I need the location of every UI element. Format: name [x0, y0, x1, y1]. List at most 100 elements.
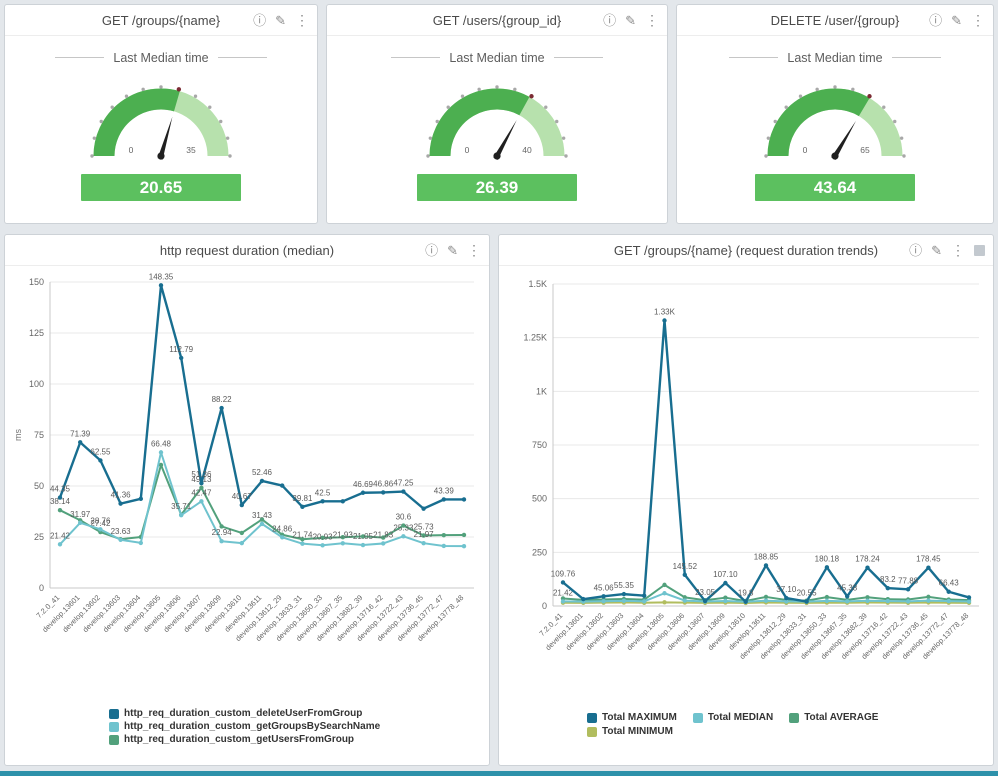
- legend-label: http_req_duration_custom_getUsersFromGro…: [124, 734, 355, 745]
- gauge-caption-label: Last Median time: [778, 51, 892, 65]
- gauge-caption: Last Median time: [55, 49, 267, 65]
- line-chart[interactable]: 0255075100125150ms7.2.0_41develop.13601d…: [10, 266, 484, 708]
- svg-text:43.39: 43.39: [434, 486, 455, 495]
- svg-text:250: 250: [532, 547, 547, 557]
- legend-item[interactable]: http_req_duration_custom_getUsersFromGro…: [109, 734, 489, 745]
- panel-title: GET /groups/{name}: [101, 12, 221, 28]
- svg-text:39.81: 39.81: [292, 494, 313, 503]
- svg-text:42.47: 42.47: [191, 488, 212, 497]
- legend-label: Total MEDIAN: [707, 712, 774, 723]
- svg-text:500: 500: [532, 494, 547, 504]
- legend-swatch: [789, 712, 800, 723]
- panel-gauge-delete-user: DELETE /user/{group} ⓘ ✎ ⋮ Last Median t…: [676, 4, 994, 224]
- gauge-caption-label: Last Median time: [104, 51, 218, 65]
- svg-text:178.45: 178.45: [916, 555, 941, 564]
- svg-text:100: 100: [29, 379, 44, 389]
- svg-text:52.46: 52.46: [252, 468, 273, 477]
- panel-header: http request duration (median) ⓘ ✎ ⋮: [5, 235, 489, 266]
- svg-text:148.35: 148.35: [149, 272, 174, 281]
- gauge-body: Last Median time 0 35 20.65: [5, 36, 317, 201]
- panel-corner-widget[interactable]: [974, 244, 985, 256]
- legend-item[interactable]: Total AVERAGE: [789, 712, 878, 723]
- svg-text:28.76: 28.76: [90, 516, 111, 525]
- info-icon[interactable]: ⓘ: [909, 242, 923, 258]
- legend-swatch: [109, 708, 119, 719]
- kebab-menu-icon[interactable]: ⋮: [295, 12, 309, 28]
- legend-swatch: [109, 734, 119, 745]
- svg-text:71.39: 71.39: [70, 429, 91, 438]
- svg-text:150: 150: [29, 277, 44, 287]
- svg-text:46.69: 46.69: [353, 480, 374, 489]
- svg-text:37.10: 37.10: [776, 585, 797, 594]
- edit-icon[interactable]: ✎: [275, 12, 286, 28]
- svg-text:21.05: 21.05: [353, 532, 374, 541]
- svg-text:188.85: 188.85: [754, 552, 779, 561]
- gauge-chart: 0 35: [90, 85, 232, 160]
- svg-text:0: 0: [465, 145, 470, 155]
- panel-header: GET /users/{group_id} ⓘ ✎ ⋮: [327, 5, 667, 36]
- edit-icon[interactable]: ✎: [447, 242, 458, 258]
- svg-text:51.36: 51.36: [191, 470, 212, 479]
- edit-icon[interactable]: ✎: [625, 12, 636, 28]
- svg-text:42.5: 42.5: [315, 488, 331, 497]
- svg-text:21.83: 21.83: [373, 530, 394, 539]
- gauge-body: Last Median time 0 40 26.39: [327, 36, 667, 201]
- panel-chart-duration-trends: GET /groups/{name} (request duration tre…: [498, 234, 994, 766]
- svg-text:41.36: 41.36: [111, 491, 132, 500]
- svg-text:31.43: 31.43: [252, 511, 273, 520]
- legend-item[interactable]: Total MEDIAN: [692, 712, 774, 723]
- svg-text:55.35: 55.35: [614, 581, 635, 590]
- svg-text:62.55: 62.55: [90, 447, 111, 456]
- panel-header-icons: ⓘ ✎ ⋮: [425, 235, 481, 265]
- gauge-value: 20.65: [81, 174, 241, 201]
- kebab-menu-icon[interactable]: ⋮: [467, 242, 481, 258]
- svg-text:1.33K: 1.33K: [654, 307, 676, 316]
- legend-label: Total MINIMUM: [602, 726, 673, 737]
- legend-label: http_req_duration_custom_getGroupsBySear…: [124, 721, 381, 732]
- svg-text:145.52: 145.52: [673, 562, 698, 571]
- svg-text:1.5K: 1.5K: [528, 279, 547, 289]
- svg-text:21.42: 21.42: [553, 588, 574, 597]
- chart-body: 0 250 500 750 1K 1.25K 1.5K 7.2.0_41 develop.136…: [499, 266, 993, 737]
- edit-icon[interactable]: ✎: [951, 12, 962, 28]
- svg-text:23.63: 23.63: [111, 527, 132, 536]
- gauge-chart: 0 65: [764, 85, 906, 160]
- line-chart[interactable]: 02505007501K1.25K1.5K7.2.0_41develop.136…: [503, 266, 989, 712]
- panel-header-icons: ⓘ ✎ ⋮: [909, 235, 985, 265]
- svg-text:0: 0: [39, 583, 44, 593]
- chart-legend: Total MAXIMUM Total MEDIAN Total AVERAGE To…: [531, 712, 961, 737]
- legend-item[interactable]: Total MAXIMUM: [587, 712, 677, 723]
- edit-icon[interactable]: ✎: [931, 242, 942, 258]
- svg-text:21.93: 21.93: [333, 530, 354, 539]
- panel-title: GET /users/{group_id}: [432, 12, 562, 28]
- info-icon[interactable]: ⓘ: [253, 12, 267, 28]
- svg-text:75: 75: [34, 430, 44, 440]
- svg-text:25: 25: [34, 532, 44, 542]
- info-icon[interactable]: ⓘ: [603, 12, 617, 28]
- kebab-menu-icon[interactable]: ⋮: [645, 12, 659, 28]
- svg-text:19.8: 19.8: [738, 589, 754, 598]
- kebab-menu-icon[interactable]: ⋮: [951, 242, 965, 258]
- legend-item[interactable]: http_req_duration_custom_deleteUserFromG…: [109, 708, 489, 719]
- svg-text:45.06: 45.06: [594, 583, 615, 592]
- kebab-menu-icon[interactable]: ⋮: [971, 12, 985, 28]
- svg-text:38.14: 38.14: [50, 497, 71, 506]
- panel-header-icons: ⓘ ✎ ⋮: [929, 5, 985, 35]
- gauge-row: GET /groups/{name} ⓘ ✎ ⋮ Last Median tim…: [4, 4, 994, 224]
- legend-swatch: [587, 726, 597, 737]
- legend-item[interactable]: http_req_duration_custom_getGroupsBySear…: [109, 721, 489, 732]
- svg-text:35: 35: [186, 145, 196, 155]
- gauge-value: 43.64: [755, 174, 915, 201]
- svg-text:66.48: 66.48: [151, 439, 172, 448]
- chart-body: 0 25 50 75 100 125 150 ms 7.2.0_41 develop.13601 d…: [5, 266, 489, 745]
- legend-label: Total MAXIMUM: [602, 712, 677, 723]
- info-icon[interactable]: ⓘ: [425, 242, 439, 258]
- legend-item[interactable]: Total MINIMUM: [587, 726, 673, 737]
- info-icon[interactable]: ⓘ: [929, 12, 943, 28]
- panel-chart-duration-median: http request duration (median) ⓘ ✎ ⋮ 0 25…: [4, 234, 490, 766]
- svg-text:25.73: 25.73: [414, 523, 435, 532]
- svg-text:0: 0: [803, 145, 808, 155]
- svg-text:1.25K: 1.25K: [523, 333, 547, 343]
- svg-text:47.25: 47.25: [393, 479, 414, 488]
